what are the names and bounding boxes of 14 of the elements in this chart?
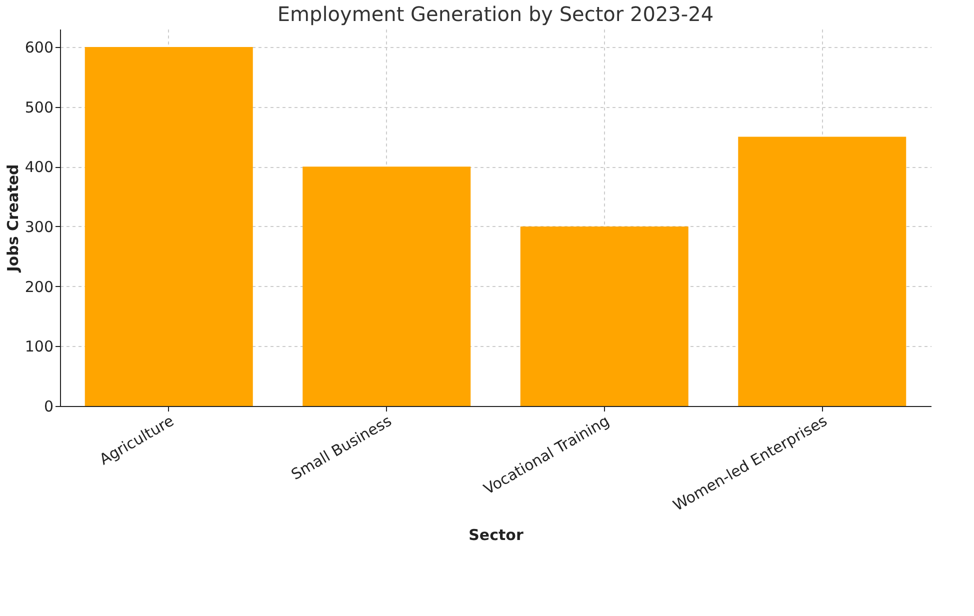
x-axis-title: Sector bbox=[468, 526, 524, 544]
y-axis-title: Jobs Created bbox=[4, 164, 22, 273]
y-tick-label: 500 bbox=[24, 98, 54, 116]
y-tick-label: 400 bbox=[24, 158, 54, 176]
chart-title: Employment Generation by Sector 2023-24 bbox=[277, 2, 714, 26]
bar bbox=[520, 226, 688, 406]
y-tick-label: 0 bbox=[44, 398, 54, 416]
bar bbox=[84, 46, 253, 406]
y-tick-label: 100 bbox=[24, 338, 54, 356]
bar bbox=[302, 166, 471, 406]
y-tick-label: 200 bbox=[24, 278, 54, 296]
bar bbox=[738, 136, 906, 406]
y-tick-label: 300 bbox=[24, 218, 54, 236]
y-tick-label: 600 bbox=[24, 38, 54, 56]
